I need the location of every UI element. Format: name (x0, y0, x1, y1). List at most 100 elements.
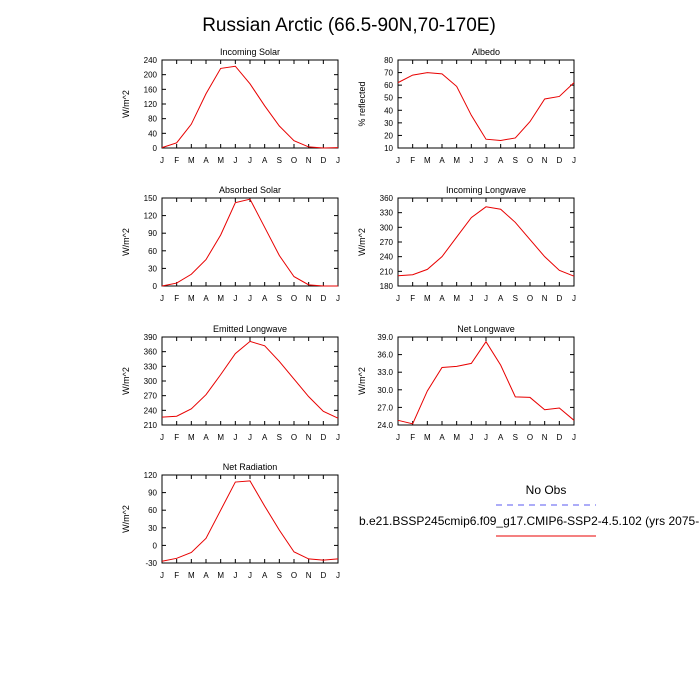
y-axis-label: % reflected (357, 81, 367, 126)
y-tick-label: 30 (384, 119, 393, 128)
x-tick-label: J (484, 433, 488, 442)
x-tick-label: A (439, 433, 445, 442)
x-tick-label: A (262, 294, 268, 303)
y-tick-label: 300 (380, 223, 394, 232)
y-tick-label: 0 (153, 144, 158, 153)
series-line (161, 65, 339, 149)
x-tick-label: J (248, 433, 252, 442)
x-tick-label: J (336, 156, 340, 165)
legend-model-label: b.e21.BSSP245cmip6.f09_g17.CMIP6-SSP2-4.… (359, 514, 699, 528)
y-tick-label: 150 (144, 194, 158, 203)
x-tick-label: M (188, 294, 195, 303)
x-tick-label: F (174, 433, 179, 442)
x-tick-label: M (424, 433, 431, 442)
y-tick-label: 360 (380, 194, 394, 203)
y-tick-label: 200 (144, 71, 158, 80)
x-tick-label: D (320, 433, 326, 442)
x-tick-label: O (291, 294, 297, 303)
x-tick-label: J (160, 156, 164, 165)
y-tick-label: 240 (380, 253, 394, 262)
y-axis-label: W/m^2 (121, 90, 131, 118)
x-tick-label: A (203, 156, 209, 165)
plot-frame (397, 336, 575, 426)
y-tick-label: 40 (148, 129, 157, 138)
panel-title: Absorbed Solar (219, 185, 281, 195)
y-tick-label: 70 (384, 69, 393, 78)
x-tick-label: S (277, 156, 282, 165)
y-axis-label: W/m^2 (121, 228, 131, 256)
x-tick-label: M (453, 433, 460, 442)
x-tick-label: J (233, 294, 237, 303)
x-tick-label: F (410, 433, 415, 442)
x-tick-label: N (306, 294, 312, 303)
y-tick-label: 390 (144, 333, 158, 342)
y-tick-label: 90 (148, 229, 157, 238)
x-tick-label: J (233, 156, 237, 165)
x-tick-label: S (277, 433, 282, 442)
x-tick-label: M (453, 156, 460, 165)
x-tick-label: J (572, 433, 576, 442)
x-tick-label: M (188, 571, 195, 580)
y-tick-label: 24.0 (377, 421, 393, 430)
y-tick-label: 270 (380, 238, 394, 247)
x-tick-label: M (188, 433, 195, 442)
x-tick-label: M (424, 294, 431, 303)
y-tick-label: 300 (144, 377, 158, 386)
x-tick-label: A (498, 294, 504, 303)
y-tick-label: 30 (148, 264, 157, 273)
x-tick-label: O (291, 571, 297, 580)
panel-title: Emitted Longwave (213, 324, 287, 334)
x-tick-label: J (233, 571, 237, 580)
x-tick-label: J (396, 433, 400, 442)
plot-frame (161, 336, 339, 426)
x-tick-label: N (542, 433, 548, 442)
panel-title: Albedo (472, 47, 500, 57)
x-tick-label: O (527, 156, 533, 165)
x-tick-label: A (203, 433, 209, 442)
x-tick-label: D (320, 156, 326, 165)
y-axis-label: W/m^2 (121, 505, 131, 533)
x-tick-label: D (556, 156, 562, 165)
x-tick-label: J (160, 294, 164, 303)
y-tick-label: 0 (153, 541, 158, 550)
x-tick-label: S (513, 294, 518, 303)
y-tick-label: 240 (144, 56, 158, 65)
y-tick-label: 90 (148, 489, 157, 498)
y-tick-label: 120 (144, 100, 158, 109)
x-tick-label: M (217, 156, 224, 165)
y-axis-label: W/m^2 (121, 367, 131, 395)
y-tick-label: -30 (145, 559, 157, 568)
x-tick-label: D (320, 294, 326, 303)
x-tick-label: S (513, 433, 518, 442)
x-tick-label: M (188, 156, 195, 165)
x-tick-label: J (160, 433, 164, 442)
series-line (397, 206, 575, 277)
x-tick-label: M (217, 571, 224, 580)
y-tick-label: 210 (144, 421, 158, 430)
y-tick-label: 60 (148, 247, 157, 256)
x-tick-label: O (527, 294, 533, 303)
plot-frame (161, 59, 339, 149)
x-tick-label: M (217, 433, 224, 442)
panel-title: Net Radiation (223, 462, 278, 472)
x-tick-label: J (248, 571, 252, 580)
x-tick-label: J (233, 433, 237, 442)
y-tick-label: 240 (144, 406, 158, 415)
series-line (161, 480, 339, 562)
x-tick-label: F (410, 156, 415, 165)
x-tick-label: F (174, 156, 179, 165)
legend: No Obs b.e21.BSSP245cmip6.f09_g17.CMIP6-… (359, 483, 699, 537)
y-tick-label: 360 (144, 348, 158, 357)
x-tick-label: J (160, 571, 164, 580)
x-tick-label: J (469, 294, 473, 303)
y-tick-label: 120 (144, 212, 158, 221)
legend-obs-label: No Obs (526, 483, 567, 497)
x-tick-label: A (498, 156, 504, 165)
x-tick-label: A (439, 156, 445, 165)
x-tick-label: A (203, 571, 209, 580)
y-tick-label: 160 (144, 85, 158, 94)
